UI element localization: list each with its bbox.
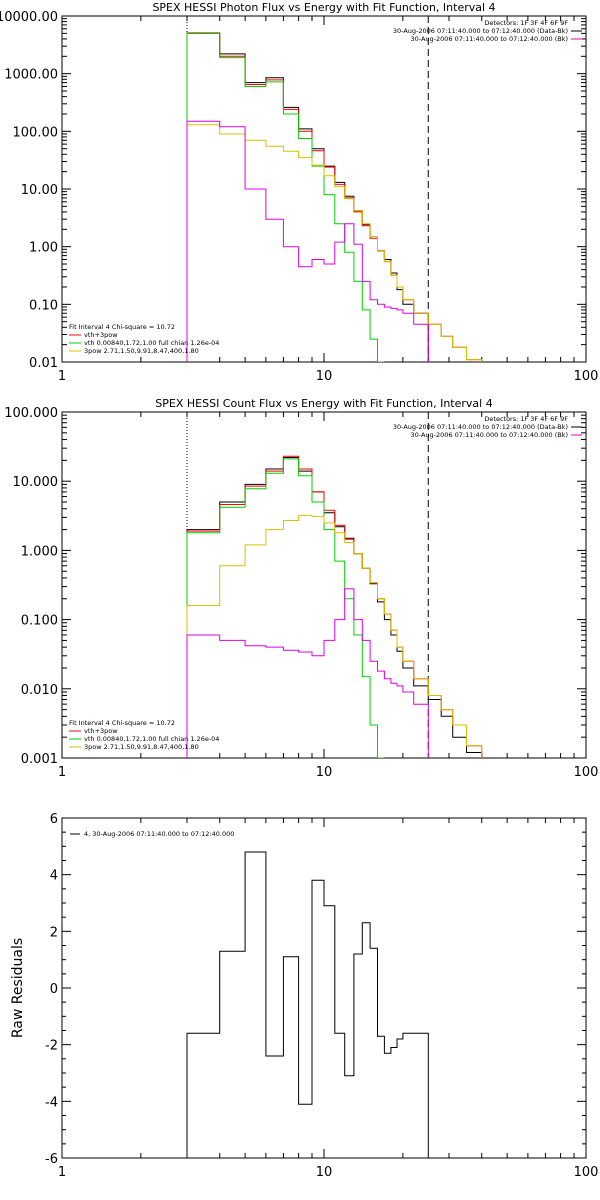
x-tick-label: 100 — [574, 765, 599, 780]
y-tick-label: 4 — [50, 869, 58, 884]
y-tick-label: 100.000 — [4, 406, 58, 421]
y-tick-label: 0.010 — [21, 683, 58, 698]
y-tick-label: 0 — [50, 982, 58, 997]
y-tick-label: 0.01 — [29, 356, 58, 371]
y-tick-label: 0.10 — [29, 298, 58, 313]
x-tick-label: 10 — [316, 765, 333, 780]
y-tick-label: 1.00 — [29, 241, 58, 256]
y-tick-label: 0.001 — [21, 752, 58, 767]
legend-text: 4, 30-Aug-2006 07:11:40.000 to 07:12:40.… — [84, 830, 234, 838]
panel-2: SPEX HESSI Count Flux vs Energy with Fit… — [4, 397, 598, 780]
y-tick-label: -6 — [45, 1152, 58, 1167]
chart-title: SPEX HESSI Count Flux vs Energy with Fit… — [155, 397, 492, 410]
series-3pow — [186, 514, 483, 758]
header-text: 30-Aug-2006 07:11:40.000 to 07:12:40.000… — [393, 423, 568, 431]
series-bk — [186, 588, 429, 758]
series-vth — [186, 32, 385, 362]
legend-text: vth 0.00840,1.72,1.00 full chian 1.26e-0… — [84, 339, 219, 347]
series-data-bk — [186, 32, 429, 362]
y-tick-label: 0.100 — [21, 614, 58, 629]
series-vth-3pow — [186, 455, 483, 758]
series-residuals — [186, 851, 429, 1158]
header-text: 30-Aug-2006 07:11:40.000 to 07:12:40.000… — [393, 27, 568, 35]
legend-text: vth+3pow — [84, 331, 118, 339]
x-tick-label: 10 — [316, 1165, 333, 1180]
series-bk — [186, 120, 429, 362]
plot-frame — [61, 817, 587, 1159]
x-tick-label: 1 — [58, 1165, 66, 1180]
x-tick-label: 100 — [574, 369, 599, 384]
y-tick-label: 10.00 — [21, 183, 58, 198]
series-data-bk — [186, 457, 483, 758]
y-tick-label: 1000.00 — [4, 68, 58, 83]
y-tick-label: 10.000 — [13, 475, 59, 490]
series-3pow — [186, 124, 483, 362]
series-vth — [186, 458, 385, 758]
y-axis-label: Raw Residuals — [10, 938, 26, 1038]
legend-text: 3pow 2.71,1.50,9.91,8.47,400,1.80 — [84, 347, 199, 355]
y-tick-label: 10000.00 — [0, 10, 58, 25]
y-tick-label: 100.00 — [13, 125, 59, 140]
header-text: Detectors: 1F 3F 4F 6F 9F — [484, 415, 568, 423]
panel-3: 1 10 100 -6 -4 -2 0 2 4 6 Raw Residuals 4, 30-Aug-2… — [10, 812, 598, 1180]
y-tick-label: 1.000 — [21, 544, 58, 559]
legend-text: Fit Interval 4 Chi-square = 10.72 — [69, 719, 175, 727]
y-tick-label: 2 — [50, 925, 58, 940]
x-tick-label: 100 — [574, 1165, 599, 1180]
header-text: 30-Aug-2006 07:11:40.000 to 07:12:40.000… — [411, 35, 568, 43]
chart-title: SPEX HESSI Photon Flux vs Energy with Fi… — [152, 1, 495, 14]
header-text: Detectors: 1F 3F 4F 6F 9F — [484, 19, 568, 27]
series-group — [186, 32, 483, 362]
plot-frame — [61, 411, 587, 759]
header-text: 30-Aug-2006 07:11:40.000 to 07:12:40.000… — [411, 431, 568, 439]
legend-text: Fit Interval 4 Chi-square = 10.72 — [69, 323, 175, 331]
x-tick-label: 10 — [316, 369, 333, 384]
legend-text: 3pow 2.71,1.50,9.91,8.47,400,1.80 — [84, 743, 199, 751]
legend-text: vth+3pow — [84, 727, 118, 735]
x-tick-label: 1 — [58, 369, 66, 384]
legend-text: vth 0.00840,1.72,1.00 full chian 1.26e-0… — [84, 735, 219, 743]
series-group — [186, 851, 429, 1158]
series-group — [186, 455, 483, 758]
y-tick-label: 6 — [50, 812, 58, 827]
y-tick-label: -4 — [45, 1095, 58, 1110]
panel-1: SPEX HESSI Photon Flux vs Energy with Fi… — [0, 1, 598, 384]
x-tick-label: 1 — [58, 765, 66, 780]
y-tick-label: -2 — [45, 1039, 58, 1054]
